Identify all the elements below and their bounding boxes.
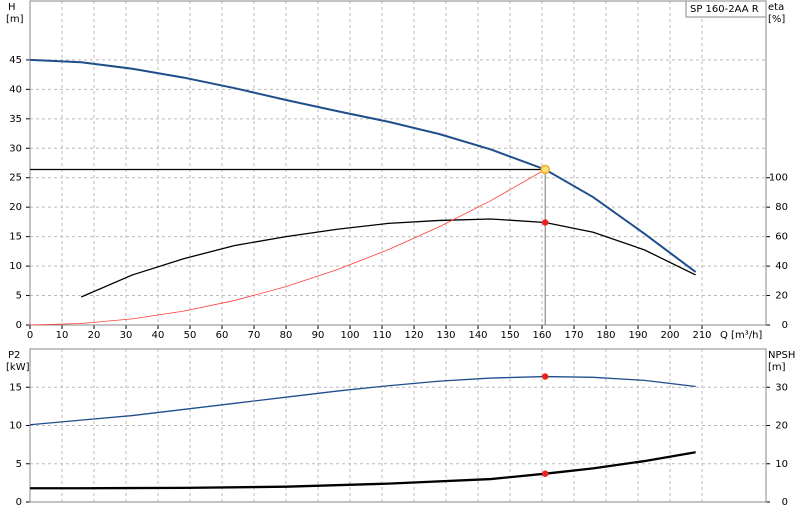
x-tick-label: 190 bbox=[628, 330, 647, 341]
y2-axis-label: eta bbox=[768, 2, 784, 13]
x-tick-label: 90 bbox=[312, 330, 325, 341]
operating-point bbox=[540, 164, 550, 175]
y-tick-label: 15 bbox=[9, 382, 22, 393]
y-tick-label: 0 bbox=[16, 320, 22, 331]
x-tick-label: 200 bbox=[660, 330, 679, 341]
y-tick-label: 5 bbox=[16, 459, 22, 470]
point-marker bbox=[541, 373, 549, 380]
y2-tick-label: 0 bbox=[782, 497, 788, 508]
y-tick-label: 0 bbox=[16, 497, 22, 508]
y2-tick-label: 40 bbox=[775, 261, 788, 272]
x-tick-label: 30 bbox=[120, 330, 133, 341]
x-tick-label: 0 bbox=[27, 330, 33, 341]
x-tick-label: 40 bbox=[152, 330, 165, 341]
x-tick-label: 130 bbox=[436, 330, 455, 341]
annotation: SP 160-2AA R bbox=[690, 4, 759, 15]
y2-tick-label: 20 bbox=[775, 421, 788, 432]
y-tick-label: 35 bbox=[9, 114, 22, 125]
y-tick-label: 40 bbox=[9, 84, 22, 95]
y2-axis-label: NPSH bbox=[768, 350, 795, 361]
y2-tick-label: 0 bbox=[782, 320, 788, 331]
y-tick-label: 20 bbox=[9, 202, 22, 213]
x-tick-label: 160 bbox=[532, 330, 551, 341]
x-tick-label: 180 bbox=[596, 330, 615, 341]
plot-border bbox=[29, 348, 767, 503]
y2-axis-unit: [%] bbox=[768, 14, 785, 25]
y-axis-unit: [kW] bbox=[6, 362, 30, 373]
y-tick-label: 5 bbox=[16, 291, 22, 302]
x-tick-label: 120 bbox=[404, 330, 423, 341]
x-tick-label: 50 bbox=[184, 330, 197, 341]
y2-tick-label: 20 bbox=[775, 291, 788, 302]
curve bbox=[29, 375, 696, 426]
curve bbox=[29, 169, 546, 326]
y2-tick-label: 30 bbox=[775, 382, 788, 393]
point-marker bbox=[541, 219, 549, 226]
curve bbox=[30, 451, 696, 490]
y-tick-label: 30 bbox=[9, 143, 22, 154]
x-tick-label: 170 bbox=[564, 330, 583, 341]
x-tick-label: 140 bbox=[468, 330, 487, 341]
y-tick-label: 10 bbox=[9, 261, 22, 272]
x-tick-label: 60 bbox=[216, 330, 229, 341]
y2-tick-label: 100 bbox=[769, 173, 788, 184]
point-marker bbox=[541, 470, 549, 477]
y-tick-label: 10 bbox=[9, 421, 22, 432]
x-tick-label: 150 bbox=[500, 330, 519, 341]
x-tick-label: 80 bbox=[280, 330, 293, 341]
curve bbox=[29, 58, 697, 273]
annotation-box bbox=[685, 0, 767, 18]
x-tick-label: 110 bbox=[372, 330, 391, 341]
x-tick-label: 70 bbox=[248, 330, 261, 341]
y-tick-label: 45 bbox=[9, 55, 22, 66]
x-tick-label: 210 bbox=[692, 330, 711, 341]
x-tick-label: 10 bbox=[56, 330, 69, 341]
y2-tick-label: 80 bbox=[775, 202, 788, 213]
y-axis-label: P2 bbox=[8, 350, 20, 361]
y2-tick-label: 60 bbox=[775, 232, 788, 243]
y2-tick-label: 10 bbox=[775, 459, 788, 470]
x-tick-label: 100 bbox=[340, 330, 359, 341]
y-axis-unit: [m] bbox=[6, 14, 24, 25]
y-axis-label: H bbox=[8, 2, 16, 13]
y-tick-label: 25 bbox=[9, 173, 22, 184]
x-tick-label: 20 bbox=[88, 330, 101, 341]
plot-area bbox=[30, 1, 766, 325]
curve bbox=[80, 218, 696, 298]
plot-border bbox=[29, 0, 767, 326]
y-tick-label: 15 bbox=[9, 232, 22, 243]
x-axis-label: Q [m³/h] bbox=[720, 330, 762, 341]
y2-axis-unit: [m] bbox=[768, 362, 786, 373]
